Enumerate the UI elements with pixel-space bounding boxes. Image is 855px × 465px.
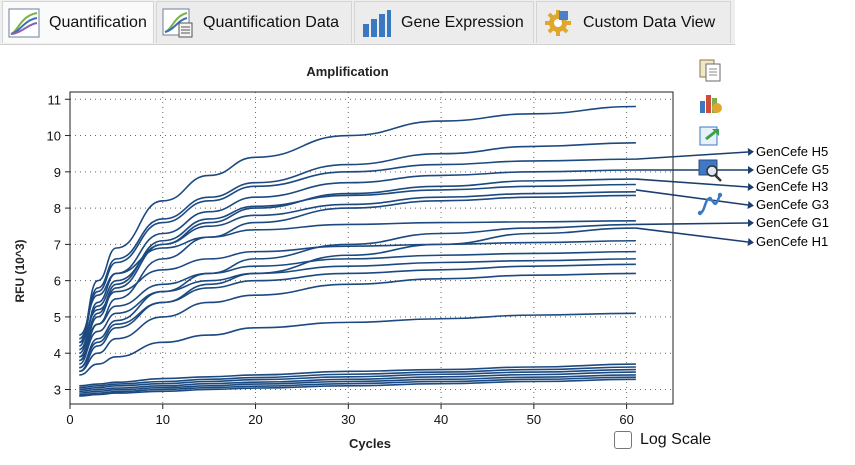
amplification-curve (79, 374, 636, 394)
annotation-arrow (635, 222, 749, 226)
amplification-curve (79, 312, 636, 376)
annotation-arrowhead (747, 201, 754, 209)
log-scale-toggle[interactable]: Log Scale (614, 431, 711, 449)
x-tick-label: 10 (156, 412, 170, 427)
amplification-curve (78, 183, 636, 358)
y-tick-label: 4 (54, 346, 61, 361)
amplification-chart-panel: Amplification RFU (10^3) Cycles 0 10 20 30 4… (0, 44, 855, 465)
tab-custom-data-view[interactable]: Custom Data View (536, 1, 731, 43)
annotation-label: GenCefe G1 (756, 215, 829, 230)
x-tick-label: 40 (434, 412, 448, 427)
amplification-curve (79, 227, 636, 373)
amplification-curve (78, 105, 636, 344)
amplification-curve (79, 366, 636, 389)
x-axis-label: Cycles (349, 436, 391, 451)
tab-bar: Quantification Quantification Data Gene … (0, 0, 735, 45)
amplification-curve (79, 272, 636, 373)
annotation-label: GenCefe H3 (756, 179, 829, 194)
tab-label: Quantification (49, 13, 147, 31)
x-tick-label: 50 (527, 412, 541, 427)
y-tick-label: 7 (54, 237, 61, 252)
y-tick-label: 8 (54, 201, 61, 216)
amplification-curve (78, 219, 636, 336)
y-tick-label: 3 (54, 382, 61, 397)
annotation-arrow (635, 227, 749, 243)
log-scale-checkbox[interactable] (614, 431, 632, 449)
chart-title: Amplification (306, 64, 389, 79)
amplification-curve (78, 158, 636, 340)
annotation-label: GenCefe G5 (756, 162, 829, 177)
amplification-curve (79, 223, 636, 369)
tab-label: Gene Expression (401, 13, 524, 31)
amplification-curve (78, 194, 636, 365)
amplification-curve (79, 376, 636, 396)
amplification-curve (79, 263, 636, 369)
y-tick-label: 11 (48, 92, 62, 107)
tab-gene-expression[interactable]: Gene Expression (354, 1, 534, 43)
log-scale-label: Log Scale (640, 431, 712, 448)
curve-style-icon[interactable] (696, 190, 724, 218)
y-tick-label: 10 (47, 129, 61, 144)
annotation-arrowhead (747, 148, 754, 156)
amplification-curve (78, 250, 636, 358)
amplification-curve (79, 368, 636, 391)
amplification-curves-icon (7, 6, 41, 40)
amplification-curve (78, 239, 636, 344)
x-tick-label: 0 (66, 412, 73, 427)
x-tick-label: 20 (248, 412, 262, 427)
zoom-icon[interactable] (696, 156, 724, 184)
bar-chart-icon (359, 6, 393, 40)
tab-label: Quantification Data (203, 13, 340, 31)
annotation-arrow (635, 178, 749, 188)
annotation-arrow (635, 189, 749, 206)
annotation-label: GenCefe G3 (756, 197, 829, 212)
annotation-label: GenCefe H1 (756, 234, 829, 249)
quantification-data-icon (161, 6, 195, 40)
plot-frame (69, 91, 674, 405)
gear-puzzle-icon (541, 6, 575, 40)
amplification-curve (78, 141, 636, 347)
y-tick-label: 5 (54, 310, 61, 325)
copy-icon[interactable] (696, 56, 724, 84)
amplification-curve (79, 363, 636, 387)
annotation-arrowhead (747, 238, 754, 246)
chart-settings-icon[interactable] (696, 88, 724, 116)
tab-quantification[interactable]: Quantification (2, 1, 154, 43)
y-tick-label: 9 (54, 165, 61, 180)
x-tick-label: 30 (341, 412, 355, 427)
amplification-curve (79, 371, 636, 393)
export-icon[interactable] (696, 122, 724, 150)
annotation-label: GenCefe H5 (756, 144, 829, 159)
annotation-arrow (635, 151, 749, 160)
x-tick-label: 60 (619, 412, 633, 427)
annotation-arrowhead (747, 183, 754, 191)
amplification-curve (78, 190, 636, 351)
amplification-curve (79, 378, 636, 397)
tab-quantification-data[interactable]: Quantification Data (156, 1, 352, 43)
tab-label: Custom Data View (583, 13, 716, 31)
amplification-curve (78, 178, 636, 362)
amplification-curve (78, 169, 636, 355)
amplification-plot: 0 10 20 30 40 50 60 3 4 5 6 7 8 9 10 11 (47, 91, 754, 427)
annotation-arrowhead (747, 219, 754, 227)
y-tick-label: 6 (54, 274, 61, 289)
amplification-curve (79, 258, 636, 362)
annotation-arrowhead (748, 166, 754, 174)
